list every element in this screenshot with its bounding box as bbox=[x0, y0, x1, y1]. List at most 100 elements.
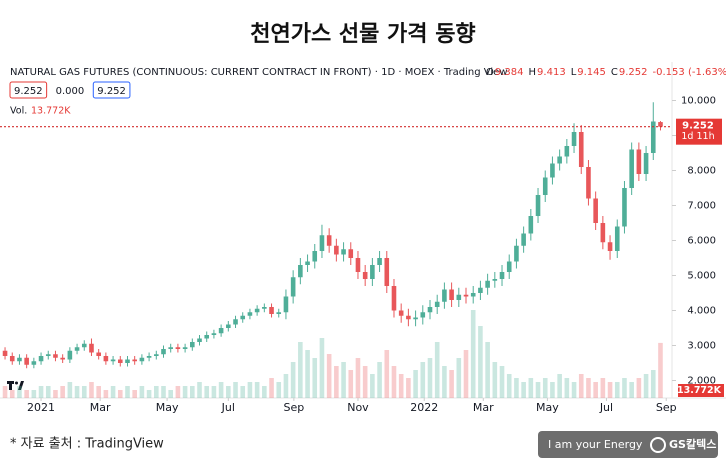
ohlc-value: 9.413 bbox=[537, 67, 566, 78]
volume-bar bbox=[636, 378, 642, 398]
volume-bar bbox=[233, 382, 238, 398]
volume-bar bbox=[305, 350, 310, 398]
y-tick-label: 5.000 bbox=[687, 271, 716, 282]
candle-body bbox=[211, 333, 217, 335]
volume-bar bbox=[427, 358, 433, 398]
candle-body bbox=[319, 235, 325, 251]
volume-bar bbox=[406, 378, 411, 398]
volume-value: 13.772K bbox=[31, 106, 71, 117]
volume-bar bbox=[499, 366, 505, 398]
volume-bar bbox=[218, 382, 224, 398]
candle-body bbox=[557, 156, 562, 164]
volume-bar bbox=[535, 382, 541, 398]
x-tick-label: Nov bbox=[347, 401, 369, 414]
x-tick-label: Mar bbox=[90, 401, 111, 414]
volume-bar bbox=[355, 358, 361, 398]
candle-body bbox=[182, 347, 188, 349]
volume-bar bbox=[298, 342, 303, 398]
candle-body bbox=[290, 277, 296, 297]
candle-body bbox=[117, 359, 123, 363]
candle-body bbox=[96, 352, 101, 356]
volume-bar bbox=[550, 382, 555, 398]
candle-body bbox=[103, 356, 109, 362]
volume-bar bbox=[110, 386, 116, 398]
volume-bar bbox=[168, 390, 174, 398]
volume-bar bbox=[658, 342, 663, 398]
volume-bar bbox=[362, 366, 368, 398]
volume-bar bbox=[341, 362, 346, 398]
candle-body bbox=[362, 272, 368, 279]
volume-bar bbox=[67, 382, 73, 398]
volume-bar bbox=[391, 366, 397, 398]
volume-bar bbox=[132, 390, 137, 398]
ohlc-key: O bbox=[486, 67, 494, 78]
legend-box bbox=[9, 81, 48, 99]
volume-bar bbox=[290, 362, 296, 398]
candle-body bbox=[175, 347, 181, 349]
volume-bar bbox=[38, 386, 44, 398]
candle-body bbox=[550, 163, 555, 178]
volume-bar bbox=[478, 326, 483, 398]
candle-body bbox=[535, 195, 541, 216]
candle-body bbox=[614, 226, 620, 251]
x-tick-label: May bbox=[536, 401, 559, 414]
candle-body bbox=[233, 319, 238, 325]
volume-bar bbox=[643, 374, 649, 398]
volume-bar bbox=[586, 378, 591, 398]
candle-body bbox=[622, 188, 627, 227]
candle-body bbox=[593, 198, 598, 223]
candle-body bbox=[17, 357, 22, 362]
candle-body bbox=[326, 235, 332, 246]
ohlc-value: 9.145 bbox=[577, 67, 606, 78]
volume-bar bbox=[2, 386, 8, 398]
volume-bar bbox=[17, 386, 22, 398]
volume-bar bbox=[334, 366, 339, 398]
candle-body bbox=[650, 121, 656, 153]
volume-bar bbox=[384, 350, 390, 398]
candle-body bbox=[247, 312, 253, 316]
y-tick-label: 7.000 bbox=[687, 201, 716, 212]
candle-body bbox=[197, 338, 202, 342]
x-tick-label: 2022 bbox=[410, 401, 438, 414]
candle-body bbox=[492, 279, 498, 281]
candle-body bbox=[506, 261, 512, 272]
brand-icon bbox=[650, 437, 666, 453]
candle-body bbox=[132, 359, 137, 362]
volume-bar bbox=[557, 374, 562, 398]
volume-bar bbox=[31, 390, 37, 398]
ohlc-key: H bbox=[529, 67, 537, 78]
brand-tagline: I am your Energy bbox=[548, 438, 643, 451]
candle-body bbox=[514, 245, 519, 262]
ohlc-change: -0.153 (-1.63%) bbox=[653, 67, 726, 78]
x-tick-label: Jul bbox=[599, 401, 613, 414]
candle-body bbox=[578, 132, 584, 167]
volume-bar bbox=[348, 370, 354, 398]
volume-bar bbox=[607, 382, 613, 398]
volume-bar bbox=[240, 386, 246, 398]
volume-bar bbox=[485, 342, 490, 398]
legend-box-text: 0.000 bbox=[56, 86, 85, 97]
candle-body bbox=[643, 153, 649, 174]
candle-body bbox=[377, 258, 382, 265]
candle-body bbox=[161, 349, 166, 355]
volume-bar bbox=[571, 382, 577, 398]
volume-bar bbox=[326, 354, 332, 398]
ohlc-key: C bbox=[611, 67, 618, 78]
candle-body bbox=[528, 216, 534, 234]
volume-bar bbox=[125, 386, 130, 398]
candle-body bbox=[607, 242, 613, 251]
candle-body bbox=[629, 149, 634, 188]
volume-bar bbox=[204, 386, 210, 398]
candle-body bbox=[478, 287, 483, 293]
volume-bar bbox=[442, 366, 447, 398]
x-tick-label: Sep bbox=[656, 401, 677, 414]
volume-bar bbox=[521, 382, 526, 398]
candle-body bbox=[125, 359, 130, 363]
symbol: NATURAL GAS FUTURES (CONTINUOUS: CURRENT… bbox=[10, 67, 508, 78]
candle-body bbox=[449, 289, 454, 300]
volume-bar bbox=[564, 378, 570, 398]
volume-bar bbox=[506, 374, 512, 398]
candle-body bbox=[276, 312, 282, 314]
candle-body bbox=[499, 272, 505, 279]
volume-bar bbox=[492, 362, 498, 398]
